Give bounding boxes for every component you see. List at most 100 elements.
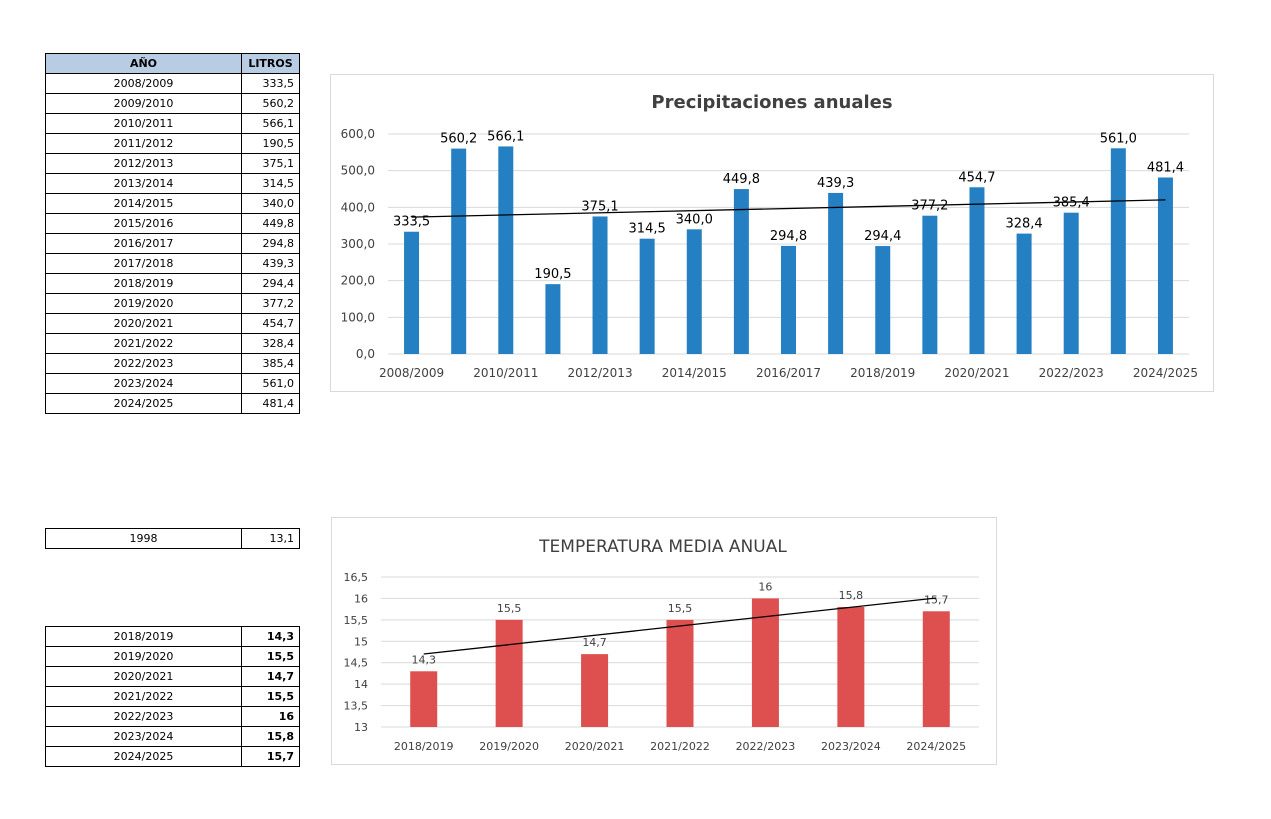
header-liters[interactable]: LITROS	[241, 53, 300, 74]
cell-value[interactable]: 294,4	[241, 273, 300, 294]
data-label: 439,3	[817, 176, 854, 191]
cell-value[interactable]: 560,2	[241, 93, 300, 114]
cell-value[interactable]: 566,1	[241, 113, 300, 134]
cell-year[interactable]: 1998	[45, 528, 242, 549]
data-label: 328,4	[1005, 217, 1042, 232]
cell-value[interactable]: 15,7	[241, 746, 300, 767]
x-tick-label: 2021/2022	[650, 740, 710, 753]
cell-year[interactable]: 2016/2017	[45, 233, 242, 254]
cell-year[interactable]: 2024/2025	[45, 746, 242, 767]
cell-year[interactable]: 2009/2010	[45, 93, 242, 114]
data-label: 294,4	[864, 229, 901, 244]
data-label: 15,8	[839, 589, 864, 602]
data-label: 561,0	[1100, 131, 1137, 146]
cell-year[interactable]: 2020/2021	[45, 313, 242, 334]
x-tick-label: 2018/2019	[394, 740, 454, 753]
cell-year[interactable]: 2022/2023	[45, 706, 242, 727]
cell-year[interactable]: 2021/2022	[45, 686, 242, 707]
cell-value[interactable]: 14,7	[241, 666, 300, 687]
table-row: 2024/2025 15,7	[45, 746, 300, 767]
precipitation-chart[interactable]: Precipitaciones anuales 0,0 100,0 200,0 300,…	[330, 74, 1214, 392]
table-row: 2011/2012 190,5	[45, 133, 300, 154]
cell-value[interactable]: 481,4	[241, 393, 300, 414]
cell-value[interactable]: 454,7	[241, 313, 300, 334]
cell-value[interactable]: 328,4	[241, 333, 300, 354]
cell-year[interactable]: 2023/2024	[45, 373, 242, 394]
cell-value[interactable]: 314,5	[241, 173, 300, 194]
cell-value[interactable]: 561,0	[241, 373, 300, 394]
table-row: 2017/2018 439,3	[45, 253, 300, 274]
table-row: 2015/2016 449,8	[45, 213, 300, 234]
table-row: 2021/2022 328,4	[45, 333, 300, 354]
table-row: 1998 13,1	[45, 528, 300, 549]
cell-year[interactable]: 2018/2019	[45, 626, 242, 647]
data-label: 15,5	[668, 602, 693, 615]
cell-year[interactable]: 2012/2013	[45, 153, 242, 174]
cell-year[interactable]: 2015/2016	[45, 213, 242, 234]
table-row: 2008/2009 333,5	[45, 73, 300, 94]
header-year[interactable]: AÑO	[45, 53, 242, 74]
x-tick-label: 2024/2025	[1133, 366, 1198, 380]
bar	[837, 607, 865, 727]
cell-value[interactable]: 449,8	[241, 213, 300, 234]
y-tick-label: 100,0	[341, 310, 375, 324]
cell-value[interactable]: 190,5	[241, 133, 300, 154]
bar	[875, 246, 891, 354]
cell-value[interactable]: 385,4	[241, 353, 300, 374]
cell-year[interactable]: 2013/2014	[45, 173, 242, 194]
cell-value[interactable]: 294,8	[241, 233, 300, 254]
cell-year[interactable]: 2022/2023	[45, 353, 242, 374]
cell-year[interactable]: 2019/2020	[45, 646, 242, 667]
cell-year[interactable]: 2010/2011	[45, 113, 242, 134]
y-tick-label: 16,5	[344, 571, 369, 584]
y-tick-label: 400,0	[341, 200, 375, 214]
data-label: 15,5	[497, 602, 521, 615]
cell-year[interactable]: 2008/2009	[45, 73, 242, 94]
cell-year[interactable]: 2021/2022	[45, 333, 242, 354]
cell-value[interactable]: 340,0	[241, 193, 300, 214]
cell-year[interactable]: 2018/2019	[45, 273, 242, 294]
cell-value[interactable]: 439,3	[241, 253, 300, 274]
table-row: 2009/2010 560,2	[45, 93, 300, 114]
cell-year[interactable]: 2017/2018	[45, 253, 242, 274]
y-tick-label: 14	[354, 678, 368, 691]
table-row: 2022/2023 385,4	[45, 353, 300, 374]
cell-year[interactable]: 2020/2021	[45, 666, 242, 687]
cell-year[interactable]: 2019/2020	[45, 293, 242, 314]
table-row: 2021/2022 15,5	[45, 686, 300, 707]
bar	[451, 148, 467, 354]
bar	[922, 215, 938, 354]
cell-value[interactable]: 13,1	[241, 528, 300, 549]
cell-year[interactable]: 2014/2015	[45, 193, 242, 214]
bar	[545, 284, 561, 354]
cell-value[interactable]: 16	[241, 706, 300, 727]
cell-value[interactable]: 333,5	[241, 73, 300, 94]
cell-value[interactable]: 14,3	[241, 626, 300, 647]
temperature-chart-svg: TEMPERATURA MEDIA ANUAL 13 13,5 14 14,5 15 15,…	[344, 537, 979, 753]
cell-year[interactable]: 2023/2024	[45, 726, 242, 747]
bar	[1063, 212, 1079, 354]
cell-value[interactable]: 15,5	[241, 646, 300, 667]
cell-year[interactable]: 2024/2025	[45, 393, 242, 414]
data-label: 15,7	[924, 593, 949, 606]
y-tick-label: 13,5	[344, 700, 369, 713]
bar	[828, 192, 844, 354]
data-label: 340,0	[676, 212, 713, 227]
chart-title: Precipitaciones anuales	[651, 92, 892, 113]
data-label: 449,8	[723, 172, 760, 187]
cell-value[interactable]: 377,2	[241, 293, 300, 314]
bar	[498, 146, 514, 354]
bar	[666, 619, 694, 727]
cell-value[interactable]: 15,5	[241, 686, 300, 707]
temperature-chart[interactable]: TEMPERATURA MEDIA ANUAL 13 13,5 14 14,5 15 15,…	[331, 517, 997, 765]
x-tick-label: 2012/2013	[567, 366, 632, 380]
y-tick-label: 0,0	[356, 347, 375, 361]
data-label: 377,2	[911, 199, 948, 214]
cell-value[interactable]: 375,1	[241, 153, 300, 174]
table-row: 2023/2024 561,0	[45, 373, 300, 394]
x-tick-label: 2008/2009	[379, 366, 444, 380]
y-tick-label: 300,0	[341, 237, 375, 251]
cell-year[interactable]: 2011/2012	[45, 133, 242, 154]
cell-value[interactable]: 15,8	[241, 726, 300, 747]
bar	[922, 611, 950, 727]
